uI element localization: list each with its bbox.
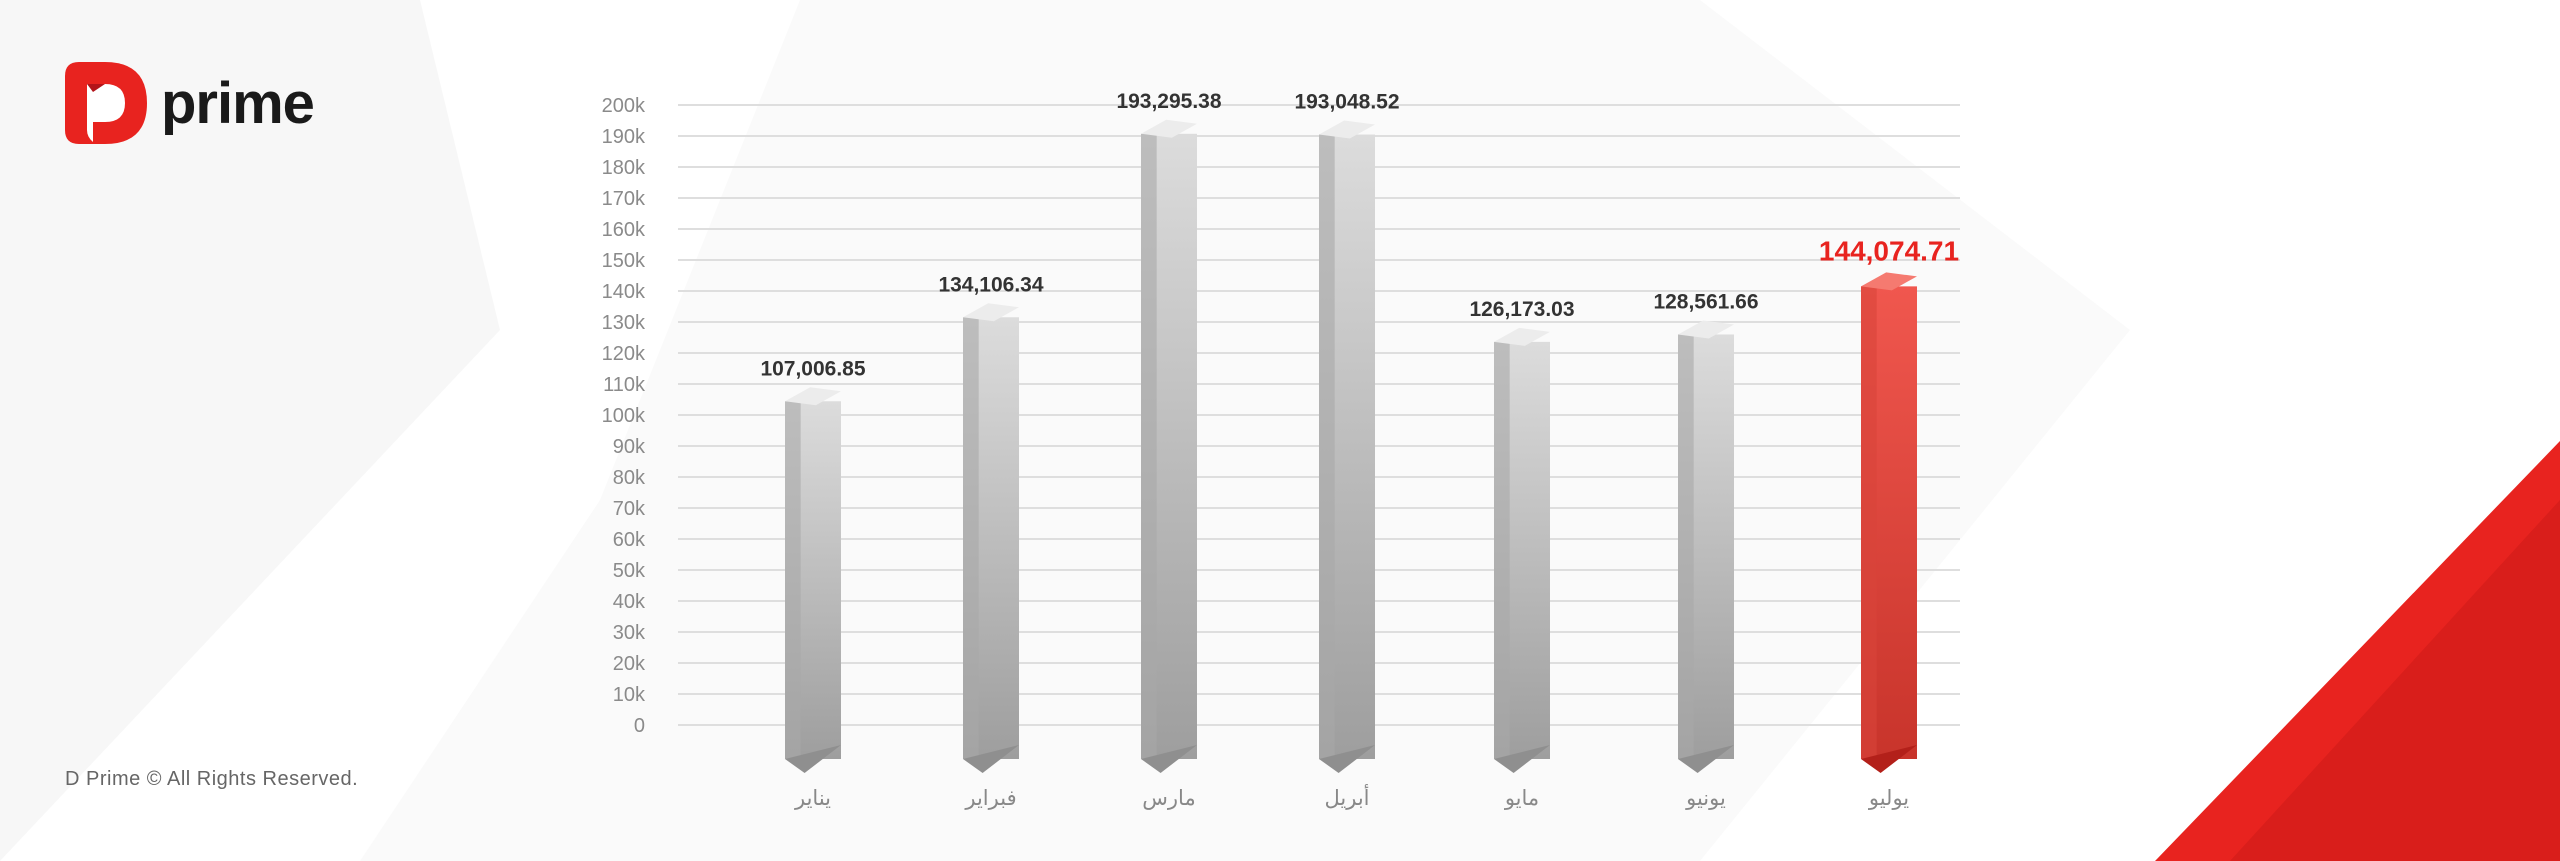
bar-top xyxy=(963,303,1019,322)
copyright-text: D Prime © All Rights Reserved. xyxy=(65,768,359,790)
bar-side xyxy=(1678,334,1694,759)
x-category-label: مارس xyxy=(1142,786,1195,810)
y-tick-label: 110k xyxy=(603,374,646,396)
x-category-label: يوليو xyxy=(1868,786,1909,810)
y-tick-label: 160k xyxy=(602,219,646,241)
y-tick-label: 100k xyxy=(602,405,646,427)
bar-bottom xyxy=(1494,745,1550,773)
value-label: 193,048.52 xyxy=(1294,91,1399,114)
bar-side xyxy=(1141,133,1157,760)
bar-side xyxy=(1861,286,1877,759)
y-tick-label: 0 xyxy=(634,715,645,737)
bar-4 xyxy=(1319,120,1375,773)
logo-text: prime xyxy=(161,70,315,136)
x-category-label: مايو xyxy=(1504,786,1539,810)
x-category-label: أبريل xyxy=(1324,784,1369,810)
bar-top xyxy=(785,387,841,406)
bar-6 xyxy=(1678,320,1734,773)
bar-bottom xyxy=(785,745,841,773)
x-category-label: يونيو xyxy=(1685,786,1726,810)
y-tick-label: 190k xyxy=(602,126,646,148)
y-tick-label: 170k xyxy=(602,188,646,210)
value-label: 107,006.85 xyxy=(760,357,865,380)
bar-7 xyxy=(1861,272,1917,773)
y-tick-label: 40k xyxy=(613,591,646,613)
bar-side xyxy=(1319,134,1335,760)
d-logo-icon xyxy=(65,62,147,144)
bar-5 xyxy=(1494,327,1550,773)
y-tick-label: 90k xyxy=(613,436,646,458)
y-tick-label: 50k xyxy=(613,560,646,582)
bar-top xyxy=(1494,327,1550,346)
logo: prime xyxy=(65,62,315,144)
bar-bottom xyxy=(1319,745,1375,773)
y-tick-label: 180k xyxy=(602,157,646,179)
y-tick-label: 20k xyxy=(613,653,646,675)
bar-bottom xyxy=(1678,745,1734,773)
bar-top xyxy=(1141,119,1197,138)
bar-side xyxy=(1494,341,1510,759)
y-tick-label: 10k xyxy=(613,684,646,706)
bar-side xyxy=(963,317,979,759)
y-tick-label: 200k xyxy=(602,95,646,117)
y-tick-label: 30k xyxy=(613,622,646,644)
bar-3 xyxy=(1141,119,1197,773)
y-tick-label: 150k xyxy=(602,250,646,272)
x-category-label: فبراير xyxy=(964,786,1016,810)
y-tick-label: 140k xyxy=(602,281,646,303)
y-tick-label: 80k xyxy=(613,467,646,489)
bar-2 xyxy=(963,303,1019,773)
bar-bottom xyxy=(963,745,1019,773)
y-tick-label: 130k xyxy=(602,312,646,334)
y-tick-label: 60k xyxy=(613,529,646,551)
bar-1 xyxy=(785,387,841,773)
x-category-label: يناير xyxy=(794,786,831,810)
value-label: 128,561.66 xyxy=(1653,290,1758,313)
y-tick-label: 120k xyxy=(602,343,646,365)
bar-top xyxy=(1861,272,1917,291)
y-tick-label: 70k xyxy=(613,498,646,520)
value-label: 126,173.03 xyxy=(1469,298,1574,321)
bar-top xyxy=(1319,120,1375,139)
bar-top xyxy=(1678,320,1734,339)
bar-side xyxy=(785,401,801,759)
bar-bottom xyxy=(1861,745,1917,773)
value-label: 144,074.71 xyxy=(1819,235,1959,266)
value-label: 134,106.34 xyxy=(938,273,1043,296)
value-label: 193,295.38 xyxy=(1116,90,1221,113)
bar-bottom xyxy=(1141,745,1197,773)
